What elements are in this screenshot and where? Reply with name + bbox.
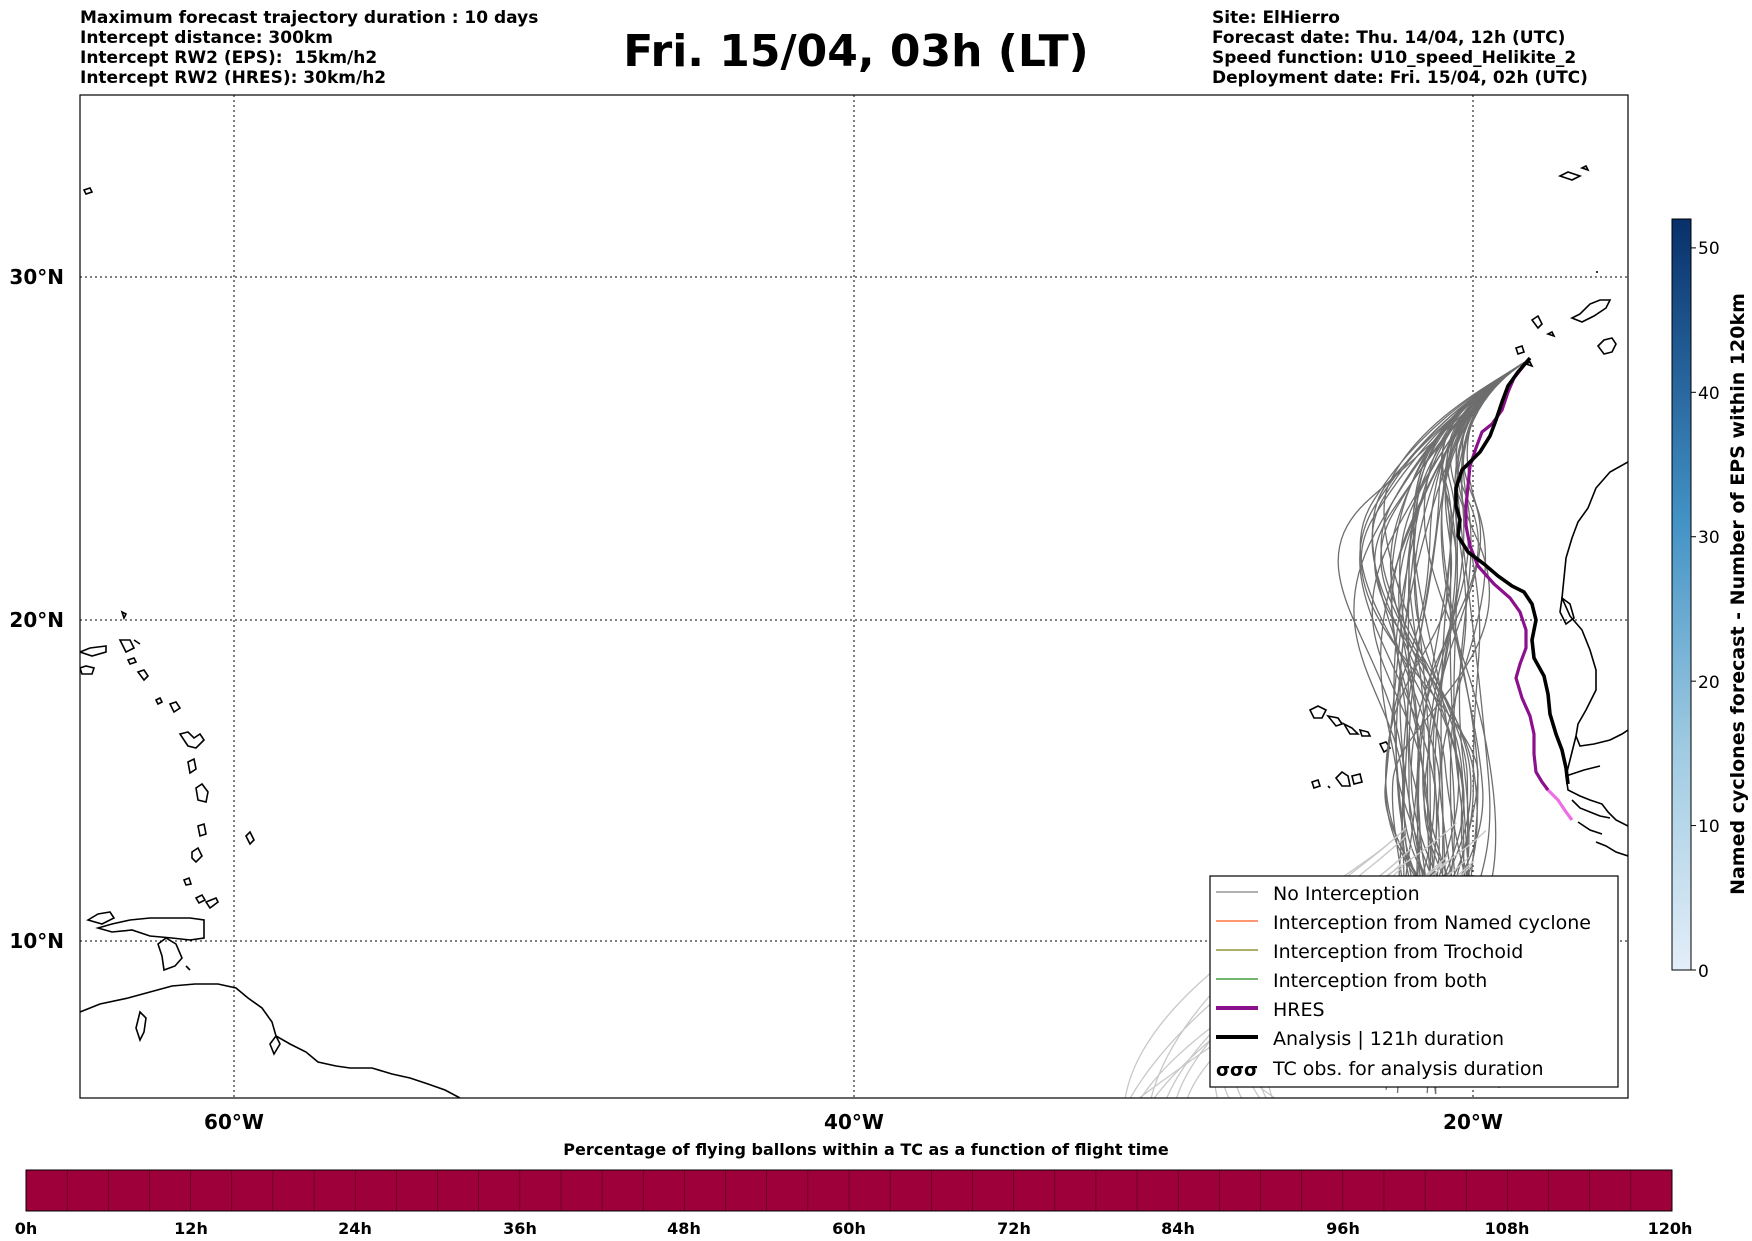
time-tick-24h: 24h	[338, 1219, 372, 1238]
param-line: Maximum forecast trajectory duration : 1…	[80, 8, 539, 28]
time-tick-12h: 12h	[174, 1219, 208, 1238]
map-legend: No Interception Interception from Named …	[1209, 875, 1619, 1088]
colorbar-label: Named cyclones forecast - Number of EPS …	[1727, 293, 1749, 895]
map-title: Fri. 15/04, 03h (LT)	[623, 26, 1089, 77]
lat-label-30n: 30°N	[9, 265, 64, 289]
lon-label-60w: 60°W	[204, 1110, 264, 1134]
site-line: Forecast date: Thu. 14/04, 12h (UTC)	[1212, 28, 1566, 48]
time-tick-48h: 48h	[667, 1219, 701, 1238]
legend-label-trochoid: Interception from Trochoid	[1273, 941, 1523, 963]
lon-label-40w: 40°W	[824, 1110, 884, 1134]
param-line: Intercept distance: 300km	[80, 28, 333, 48]
cyclone-colorbar-ramp	[1671, 218, 1692, 971]
time-tick-96h: 96h	[1326, 1219, 1360, 1238]
analysis-trajectory	[1454, 356, 1570, 785]
legend-label-analysis: Analysis | 121h duration	[1273, 1028, 1504, 1050]
lat-label-10n: 10°N	[9, 929, 64, 953]
colorbar-tick-30: 30	[1698, 528, 1720, 548]
time-tick-0h: 0h	[15, 1219, 38, 1238]
colorbar-tick-40: 40	[1698, 384, 1720, 404]
eps-member-track	[1380, 361, 1526, 987]
lon-label-20w: 20°W	[1443, 1110, 1503, 1134]
legend-label-no-interception: No Interception	[1273, 883, 1420, 905]
time-tick-108h: 108h	[1485, 1219, 1530, 1238]
site-info: Site: ElHierro Forecast date: Thu. 14/04…	[1212, 8, 1588, 88]
hres-trajectory	[1464, 363, 1550, 791]
tc-obs-symbol: σσσ	[1216, 1060, 1258, 1081]
run-parameters: Maximum forecast trajectory duration : 1…	[80, 8, 538, 88]
legend-label-hres: HRES	[1273, 999, 1325, 1021]
lat-label-20n: 20°N	[9, 608, 64, 632]
legend-label-both: Interception from both	[1273, 970, 1487, 992]
colorbar-tick-10: 10	[1698, 817, 1720, 837]
colorbar-tick-50: 50	[1698, 239, 1720, 259]
hres-trajectory-tail	[1544, 786, 1574, 821]
legend-box	[1209, 875, 1619, 1088]
coastlines	[80, 164, 1628, 1098]
site-line: Speed function: U10_speed_Helikite_2	[1212, 48, 1577, 68]
time-tick-60h: 60h	[832, 1219, 866, 1238]
flight-time-colorbar: Percentage of flying ballons within a TC…	[15, 1140, 1693, 1238]
colorbar-tick-20: 20	[1698, 673, 1720, 693]
cyclone-colorbar: 0 10 20 30 40 50 Named cyclones forecast…	[1671, 218, 1749, 982]
legend-label-named-cyclone: Interception from Named cyclone	[1273, 912, 1591, 934]
map-frame	[79, 94, 1629, 1099]
colorbar-tick-0: 0	[1698, 962, 1709, 982]
time-tick-36h: 36h	[503, 1219, 537, 1238]
legend-label-tc-obs: TC obs. for analysis duration	[1272, 1058, 1544, 1080]
flight-time-colorbar-title: Percentage of flying ballons within a TC…	[563, 1140, 1169, 1159]
param-line: Intercept RW2 (HRES): 30km/h2	[80, 68, 387, 88]
site-line: Site: ElHierro	[1212, 8, 1340, 28]
time-tick-120h: 120h	[1648, 1219, 1693, 1238]
time-tick-84h: 84h	[1161, 1219, 1195, 1238]
site-line: Deployment date: Fri. 15/04, 02h (UTC)	[1212, 68, 1588, 88]
param-line: Intercept RW2 (EPS): 15km/h2	[80, 48, 378, 68]
time-tick-72h: 72h	[997, 1219, 1031, 1238]
